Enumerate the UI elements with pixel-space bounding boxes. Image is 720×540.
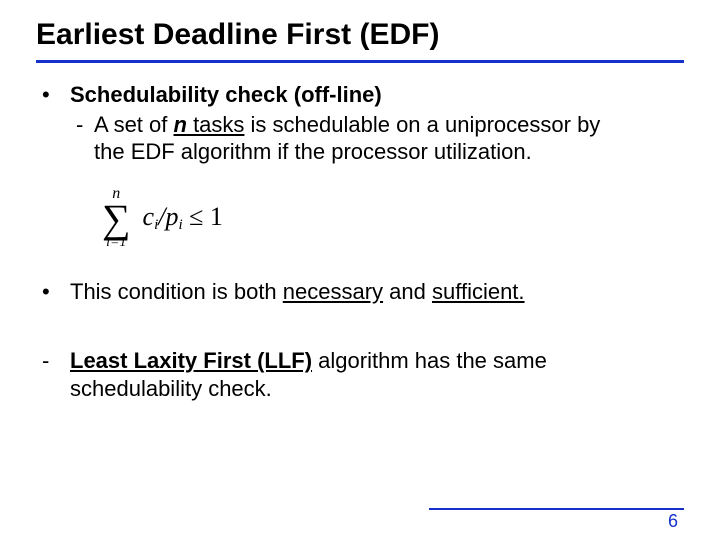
sub1-pre: A set of: [94, 112, 174, 137]
slide-body: • Schedulability check (off-line) - A se…: [36, 81, 684, 402]
b2-necessary: necessary: [283, 279, 383, 304]
dash-marker: -: [76, 111, 94, 166]
slide-title: Earliest Deadline First (EDF): [36, 18, 684, 63]
leq: ≤ 1: [183, 202, 223, 231]
bullet-1: • Schedulability check (off-line): [36, 81, 684, 109]
formula-block: n ∑ i=1 ci/pi ≤ 1: [36, 182, 684, 256]
slide: Earliest Deadline First (EDF) • Schedula…: [0, 0, 720, 540]
summation-icon: n ∑ i=1: [102, 186, 131, 250]
formula-rhs: ci/pi ≤ 1: [137, 201, 223, 235]
page-number: 6: [668, 511, 678, 532]
sub1-n: n: [174, 112, 187, 137]
dash-marker: -: [36, 347, 70, 402]
bullet-2-text: This condition is both necessary and suf…: [70, 278, 684, 306]
bullet-3-text: Least Laxity First (LLF) algorithm has t…: [70, 347, 684, 402]
bullet-marker: •: [36, 278, 70, 306]
sub-bullet-1: - A set of n tasks is schedulable on a u…: [36, 111, 684, 166]
sum-lower: i=1: [102, 236, 131, 250]
b2-sufficient: sufficient.: [432, 279, 525, 304]
pi: p: [165, 202, 178, 231]
formula: n ∑ i=1 ci/pi ≤ 1: [96, 182, 231, 256]
sub-bullet-1-text: A set of n tasks is schedulable on a uni…: [94, 111, 684, 166]
footer-rule: [429, 508, 684, 510]
bullet-3: - Least Laxity First (LLF) algorithm has…: [36, 347, 684, 402]
bullet-1-text: Schedulability check (off-line): [70, 81, 684, 109]
bullet-2: • This condition is both necessary and s…: [36, 278, 684, 306]
sub1-tasks: tasks: [187, 112, 244, 137]
ci: c: [143, 202, 155, 231]
bullet-marker: •: [36, 81, 70, 109]
sigma-symbol: ∑: [102, 202, 131, 236]
b3-llf: Least Laxity First (LLF): [70, 348, 312, 373]
b2-pre: This condition is both: [70, 279, 283, 304]
b2-mid: and: [383, 279, 432, 304]
